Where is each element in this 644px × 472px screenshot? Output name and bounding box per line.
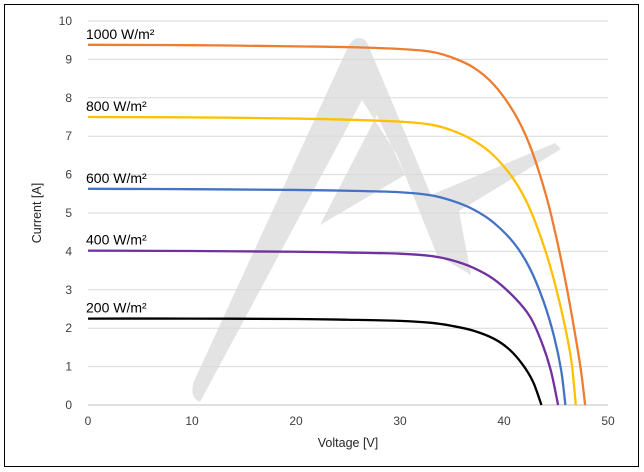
- y-tick-label: 5: [65, 206, 72, 220]
- x-tick-label: 40: [497, 414, 511, 428]
- y-tick-label: 2: [65, 321, 72, 335]
- y-tick-label: 3: [65, 283, 72, 297]
- y-tick-label: 10: [59, 14, 73, 28]
- y-tick-label: 8: [65, 91, 72, 105]
- curve-label-1: 800 W/m²: [86, 98, 147, 114]
- y-tick-label: 1: [65, 360, 72, 374]
- x-tick-label: 30: [393, 414, 407, 428]
- watermark-logo: [192, 38, 561, 402]
- curve-labels: 1000 W/m² 800 W/m² 600 W/m² 400 W/m² 200 W/m…: [86, 26, 155, 316]
- curve-label-0: 1000 W/m²: [86, 26, 155, 42]
- x-tick-label: 0: [85, 414, 92, 428]
- series-line-1: [87, 115, 577, 406]
- series-line-4: [87, 317, 543, 406]
- series-line-2: [87, 187, 567, 406]
- y-tick-label: 9: [65, 52, 72, 66]
- chart-frame: 0 1 2 3 4 5 6 7 8 9 10 0 10 20 30 40 50 1000 W/m² 800 W/…: [4, 4, 639, 467]
- x-axis-title: Voltage [V]: [318, 436, 378, 450]
- curve-label-4: 200 W/m²: [86, 300, 147, 316]
- iv-curves: [87, 43, 587, 406]
- y-axis-ticks: 0 1 2 3 4 5 6 7 8 9 10: [59, 14, 73, 412]
- y-tick-label: 0: [65, 398, 72, 412]
- x-tick-label: 10: [185, 414, 199, 428]
- curve-label-3: 400 W/m²: [86, 232, 147, 248]
- series-line-3: [87, 249, 560, 406]
- y-tick-label: 7: [65, 129, 72, 143]
- series-line-0: [87, 43, 587, 406]
- y-tick-label: 6: [65, 168, 72, 182]
- x-tick-label: 20: [289, 414, 303, 428]
- x-axis-ticks: 0 10 20 30 40 50: [85, 414, 615, 428]
- curve-label-2: 600 W/m²: [86, 170, 147, 186]
- y-axis-title: Current [A]: [30, 183, 44, 243]
- y-tick-label: 4: [65, 244, 72, 258]
- x-tick-label: 50: [601, 414, 615, 428]
- chart-svg: 0 1 2 3 4 5 6 7 8 9 10 0 10 20 30 40 50 1000 W/m² 800 W/…: [30, 14, 615, 450]
- watermark-shape: [192, 38, 561, 402]
